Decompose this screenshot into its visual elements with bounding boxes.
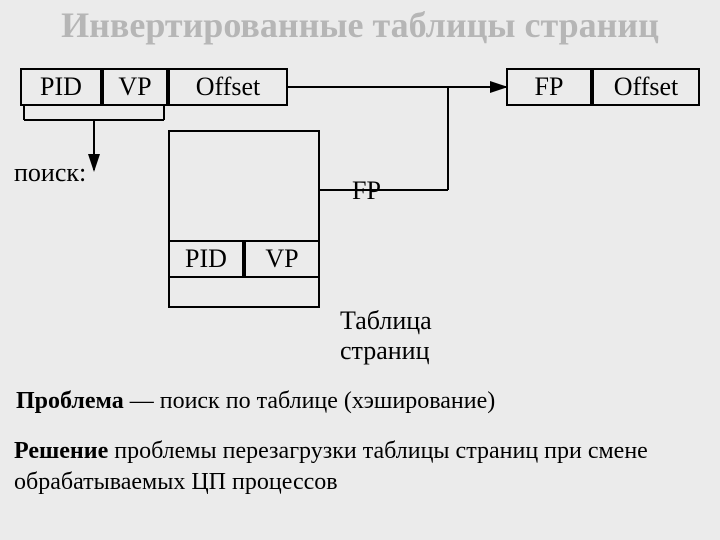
left-vp-text: VP xyxy=(118,72,151,102)
problem-text: Проблема — поиск по таблице (хэширование… xyxy=(16,386,706,417)
page-table-box xyxy=(168,130,320,308)
right-offset-text: Offset xyxy=(614,72,679,102)
right-fp-cell: FP xyxy=(506,68,592,106)
left-pid-text: PID xyxy=(40,72,82,102)
search-label: поиск: xyxy=(14,158,86,188)
left-pid-cell: PID xyxy=(20,68,102,106)
right-fp-text: FP xyxy=(535,72,564,102)
fp-index-label: FP xyxy=(352,176,381,206)
left-offset-cell: Offset xyxy=(168,68,288,106)
left-vp-cell: VP xyxy=(102,68,168,106)
problem-strong: Проблема xyxy=(16,388,130,414)
problem-rest: — поиск по таблице (хэширование) xyxy=(130,388,496,414)
solution-text: Решение проблемы перезагрузки таблицы ст… xyxy=(14,436,706,498)
table-row-vp: VP xyxy=(244,240,320,278)
slide-title: Инвертированные таблицы страниц xyxy=(0,4,720,46)
left-offset-text: Offset xyxy=(196,72,261,102)
table-row-vp-text: VP xyxy=(265,244,298,274)
table-caption: Таблица страниц xyxy=(340,306,432,366)
solution-strong: Решение xyxy=(14,438,114,464)
table-row-pid-text: PID xyxy=(185,244,227,274)
table-row-pid: PID xyxy=(168,240,244,278)
right-offset-cell: Offset xyxy=(592,68,700,106)
